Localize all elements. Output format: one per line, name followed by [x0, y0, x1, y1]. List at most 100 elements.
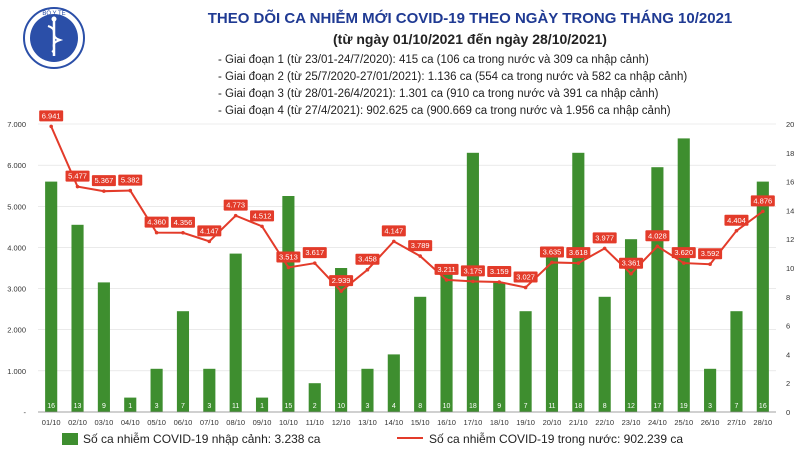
legend-line-swatch [397, 437, 423, 439]
bar-count-label: 18 [469, 403, 477, 410]
left-axis: - 1.000 2.000 3.000 4.000 5.000 6.000 7.000 [7, 120, 26, 417]
x-tick-label: 23/10 [622, 418, 641, 427]
bar-21/10 [572, 152, 585, 413]
bar-23/10 [624, 239, 638, 412]
right-tick-label: 14 [786, 206, 794, 215]
x-tick-label: 21/10 [569, 418, 588, 427]
domestic-data-label: 4.360 [147, 218, 166, 227]
bar-count-label: 11 [548, 403, 555, 410]
domestic-data-label: 3.211 [437, 265, 455, 274]
domestic-data-label: 4.147 [384, 226, 403, 235]
x-tick-label: 16/10 [437, 418, 456, 427]
right-tick-label: 8 [786, 293, 790, 302]
bar-14/10 [387, 354, 400, 412]
domestic-line [50, 126, 764, 293]
x-tick-label: 05/10 [147, 418, 166, 427]
domestic-data-label: 3.159 [490, 267, 509, 276]
left-tick-label: 6.000 [7, 161, 26, 170]
bar-count-label: 7 [524, 403, 528, 410]
phase-note-1: Giai đoạn 1 (từ 23/01-24/7/2020): 415 ca… [218, 52, 687, 69]
domestic-point-18/10 [497, 280, 502, 284]
gridlines [38, 123, 776, 413]
right-tick-label: 6 [786, 322, 790, 331]
right-axis: 0 2 4 6 8 10 12 14 16 18 20 [786, 120, 794, 417]
right-tick-label: 20 [786, 120, 794, 129]
domestic-label-box [65, 170, 90, 182]
bar-10/10 [282, 196, 295, 412]
domestic-point-26/10 [708, 262, 712, 267]
chart-subtitle: (từ ngày 01/10/2021 đến ngày 28/10/2021) [333, 31, 607, 47]
domestic-label-box [434, 263, 459, 275]
x-tick-label: 11/10 [306, 418, 324, 427]
domestic-point-03/10 [102, 189, 106, 193]
domestic-data-label: 2.939 [332, 276, 351, 285]
domestic-data-label: 3.618 [569, 248, 588, 257]
bar-count-label: 15 [284, 403, 292, 410]
bar-count-label: 7 [735, 403, 739, 410]
bar-24/10 [651, 167, 664, 412]
bar-count-label: 19 [680, 403, 688, 410]
left-tick-label: - [24, 408, 27, 417]
domestic-label-box [381, 225, 406, 237]
bar-25/10 [677, 138, 690, 412]
bar-09/10 [255, 397, 269, 412]
domestic-point-19/10 [523, 285, 528, 290]
domestic-label-box [276, 251, 301, 263]
bar-count-label: 3 [155, 403, 159, 410]
domestic-label-box [698, 248, 723, 260]
right-tick-label: 18 [786, 149, 794, 158]
domestic-series: 6.941 5.477 5.367 5.382 4.360 4.356 4.147 4.773… [39, 110, 775, 293]
domestic-data-label: 3.513 [279, 252, 298, 261]
x-tick-label: 04/10 [121, 418, 140, 427]
legend-item-domestic: Số ca nhiễm COVID-19 trong nước: 902.239… [397, 432, 683, 446]
x-tick-label: 10/10 [279, 418, 298, 427]
bar-28/10 [756, 181, 769, 412]
bar-11/10 [308, 383, 321, 412]
domestic-point-15/10 [418, 254, 422, 258]
domestic-point-24/10 [655, 244, 660, 249]
domestic-data-label: 3.361 [622, 259, 641, 268]
bar-01/10 [45, 181, 58, 412]
bar-count-label: 2 [313, 403, 317, 410]
bar-count-label: 3 [708, 403, 712, 410]
domestic-label-box [197, 225, 222, 237]
bar-08/10 [229, 253, 242, 412]
domestic-point-14/10 [392, 239, 396, 244]
domestic-data-label: 3.458 [358, 255, 377, 264]
domestic-data-label: 3.592 [701, 249, 720, 258]
domestic-data-label: 4.876 [753, 196, 772, 205]
domestic-label-box [39, 110, 64, 122]
left-tick-label: 3.000 [7, 285, 26, 294]
bar-count-label: 11 [232, 403, 239, 410]
left-tick-label: 4.000 [7, 243, 26, 252]
bar-count-label: 3 [366, 403, 370, 410]
x-tick-label: 02/10 [68, 418, 87, 427]
domestic-label-box [329, 275, 354, 287]
bar-count-label: 3 [207, 403, 211, 410]
x-tick-label: 15/10 [411, 418, 430, 427]
x-tick-label: 09/10 [253, 418, 272, 427]
phase-note-4: Giai đoạn 4 (từ 27/4/2021): 902.625 ca (… [218, 103, 687, 120]
domestic-point-25/10 [681, 261, 686, 265]
bar-07/10 [203, 368, 216, 412]
domestic-point-05/10 [154, 230, 159, 235]
bar-count-label: 16 [47, 403, 55, 410]
bar-03/10 [97, 282, 110, 412]
domestic-point-09/10 [260, 224, 264, 229]
bar-13/10 [361, 368, 374, 412]
bar-04/10 [124, 397, 137, 412]
right-tick-label: 12 [786, 235, 794, 244]
bar-count-label: 4 [392, 403, 396, 410]
bar-count-label: 16 [759, 403, 767, 410]
bars [45, 138, 769, 413]
bar-26/10 [704, 368, 717, 412]
left-tick-label: 1.000 [7, 367, 26, 376]
left-tick-label: 5.000 [7, 202, 26, 211]
legend-bar-swatch [62, 433, 78, 445]
domestic-data-label: 5.477 [68, 172, 87, 181]
bar-count-label: 7 [181, 403, 185, 410]
domestic-point-07/10 [207, 239, 212, 244]
domestic-label-box [750, 195, 775, 207]
phase-note-2: Giai đoạn 2 (từ 25/7/2020-27/01/2021): 1… [218, 69, 687, 86]
bar-count-label: 10 [337, 403, 345, 410]
